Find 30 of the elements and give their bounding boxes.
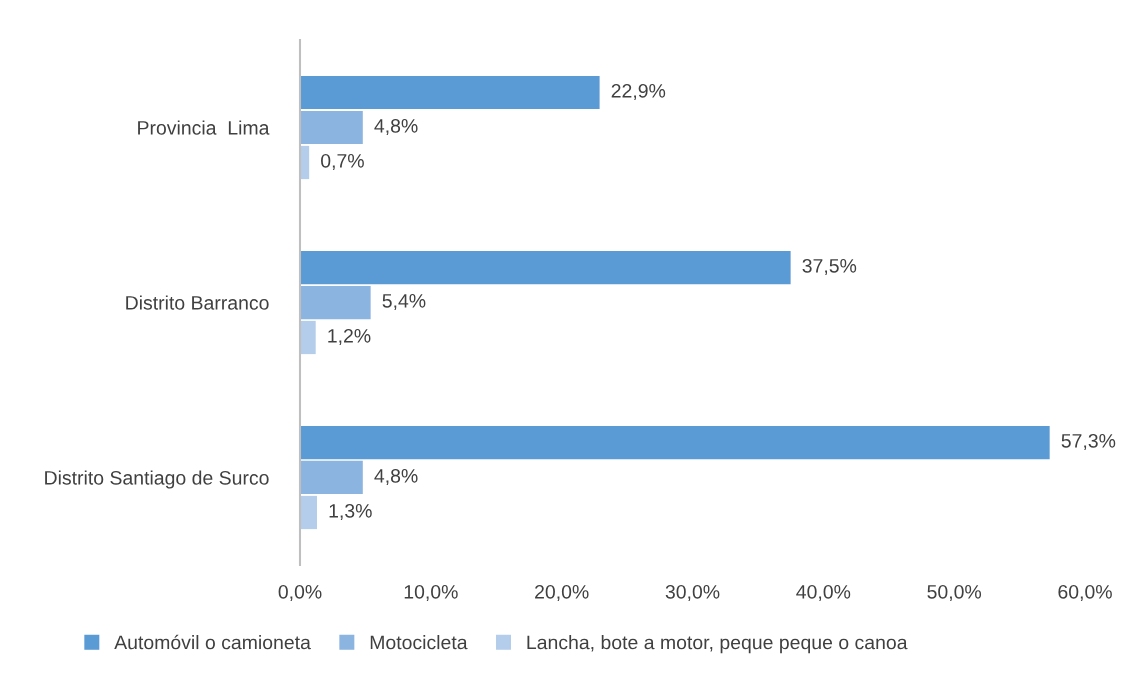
data-label: 4,8% [374,118,418,136]
data-label: 1,2% [328,328,371,346]
data-label: 0,7% [321,153,364,171]
legend-label: Lancha, bote a motor, peque peque o canoa [527,635,908,654]
bar [300,460,363,495]
y-tick-label: Distrito Barranco [126,295,269,310]
legend-label: Motocicleta [370,635,468,650]
x-tick-label: 50,0% [927,584,982,602]
y-tick-label: Distrito Santiago de Surco [45,470,269,489]
x-tick-label: 30,0% [665,584,720,602]
x-tick-label: 60,0% [1058,584,1112,602]
bar [300,75,600,110]
x-tick-label: 40,0% [796,584,851,602]
data-label: 1,3% [329,503,372,521]
bar [300,285,371,320]
bar [300,320,316,355]
data-label: 57,3% [1061,433,1116,451]
bar [300,495,318,530]
data-label: 5,4% [382,294,426,311]
bar [300,425,1050,460]
x-tick-label: 20,0% [535,584,589,602]
legend-label: Automóvil o camioneta [114,634,311,650]
x-tick-label: 10,0% [404,584,458,602]
data-label: 4,8% [374,468,418,486]
y-tick-label: Provincia Lima [138,120,270,135]
bar [300,250,791,285]
x-tick-label: 0,0% [278,584,322,602]
data-label: 22,9% [611,83,666,101]
bar [300,110,363,145]
data-label: 37,5% [802,258,857,276]
